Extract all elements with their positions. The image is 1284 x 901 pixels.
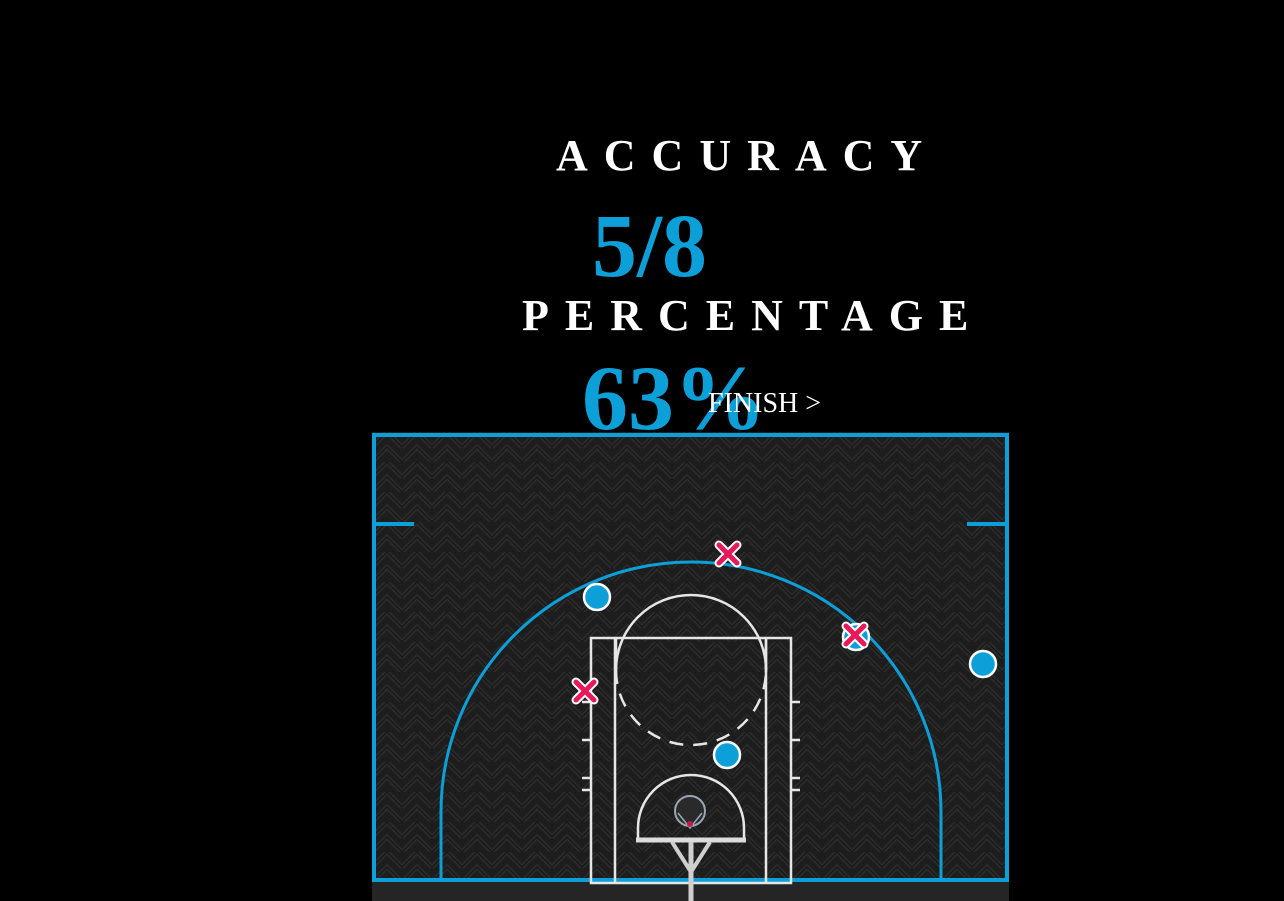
percentage-value: 63% <box>582 347 766 449</box>
percentage-label: PERCENTAGE <box>522 291 985 340</box>
court-svg <box>372 432 1009 901</box>
finish-button[interactable]: FINISH > <box>708 388 822 419</box>
free-throw-circle-top <box>614 593 768 671</box>
basketball-hoop-icon <box>636 795 746 901</box>
restricted-area <box>636 773 746 842</box>
made-shot-circle-icon <box>582 582 612 612</box>
lane-hash-marks <box>582 700 800 792</box>
court-floor <box>372 432 1009 901</box>
free-throw-circle-bottom <box>614 669 768 747</box>
made-shot-circle-icon <box>712 740 742 770</box>
three-point-line <box>439 560 943 878</box>
missed-shot-x-icon <box>571 677 599 705</box>
accuracy-value: 5/8 <box>592 197 708 296</box>
court-boundary <box>372 433 1009 882</box>
missed-shot-x-icon <box>841 621 869 649</box>
missed-shot-x-icon <box>714 540 742 568</box>
made-shot-circle-icon <box>968 649 998 679</box>
accuracy-label: ACCURACY <box>556 131 939 180</box>
shot-markers <box>571 540 998 770</box>
basketball-court <box>372 432 1009 901</box>
